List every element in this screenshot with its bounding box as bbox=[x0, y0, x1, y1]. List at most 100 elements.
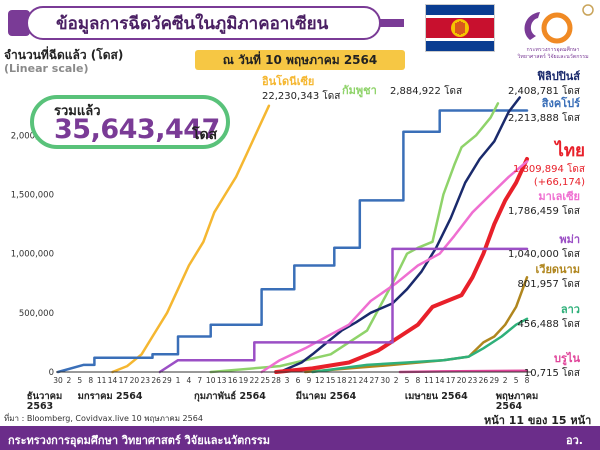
series-line-laos bbox=[311, 317, 529, 374]
x-tick-label: 25 bbox=[260, 376, 270, 385]
series-name-indonesia: อินโดนีเซีย bbox=[262, 74, 315, 88]
x-tick-label: 8 bbox=[88, 376, 93, 385]
total-value: 35,643,447 bbox=[54, 114, 220, 145]
x-tick-label: 30 bbox=[53, 376, 63, 385]
syringe-plunger-icon bbox=[8, 10, 30, 36]
x-tick-label: 14 bbox=[435, 376, 445, 385]
x-tick-label: 26 bbox=[151, 376, 161, 385]
x-tick-label: 19 bbox=[239, 376, 249, 385]
x-tick-label: 28 bbox=[271, 376, 281, 385]
x-tick-label: 15 bbox=[326, 376, 336, 385]
x-tick-label: 14 bbox=[108, 376, 118, 385]
series-name-brunei: บรูไน bbox=[554, 351, 580, 366]
series-name-vietnam: เวียดนาม bbox=[536, 263, 580, 276]
x-tick-label: 6 bbox=[296, 376, 301, 385]
x-tick-label: 17 bbox=[446, 376, 456, 385]
x-tick-label: 17 bbox=[119, 376, 129, 385]
series-line-thailand bbox=[274, 157, 529, 374]
y-axis-label: จำนวนที่ฉีดแล้ว (โดส) bbox=[4, 48, 124, 62]
x-tick-label: 5 bbox=[405, 376, 410, 385]
month-label: พฤษภาคม bbox=[495, 391, 539, 402]
x-tick-label: 24 bbox=[359, 376, 369, 385]
series-value-thailand: 1,809,894 โดส bbox=[513, 162, 585, 175]
x-tick-label: 11 bbox=[424, 376, 434, 385]
x-tick-label: 29 bbox=[490, 376, 500, 385]
series-line-singapore bbox=[56, 109, 529, 374]
month-year-label: 2563 bbox=[26, 401, 54, 412]
month-year-label: 2564 bbox=[495, 401, 523, 412]
x-tick-label: 5 bbox=[77, 376, 82, 385]
series-name-laos: ลาว bbox=[561, 303, 580, 316]
x-tick-label: 2 bbox=[503, 376, 508, 385]
series-value-vietnam: 801,957 โดส bbox=[518, 277, 581, 290]
x-tick-label: 23 bbox=[140, 376, 150, 385]
source-note: ที่มา : Bloomberg, Covidvax.live 10 พฤษภ… bbox=[4, 414, 203, 423]
y-tick-label: 0 bbox=[49, 368, 54, 378]
total-label: รวมแล้ว bbox=[54, 104, 101, 119]
series-name-myanmar: พม่า bbox=[559, 233, 580, 246]
y-tick-label: 1,500,000 bbox=[11, 191, 54, 201]
series-name-singapore: สิงคโปร์ bbox=[541, 96, 580, 110]
x-tick-label: 4 bbox=[186, 376, 191, 385]
logo-caption-2: วิทยาศาสตร์ วิจัยและนวัตกรรม bbox=[517, 53, 588, 60]
x-tick-label: 12 bbox=[315, 376, 325, 385]
x-tick-label: 26 bbox=[479, 376, 489, 385]
series-line-cambodia bbox=[209, 102, 500, 374]
x-tick-label: 22 bbox=[250, 376, 260, 385]
total-summary-box bbox=[30, 95, 230, 149]
month-label: ธันวาคม bbox=[26, 391, 63, 402]
series-name-philippines: ฟิลิปปินส์ bbox=[537, 70, 581, 83]
x-tick-label: 8 bbox=[525, 376, 530, 385]
x-tick-label: 7 bbox=[197, 376, 202, 385]
y-tick-label: 500,000 bbox=[19, 309, 54, 319]
x-tick-label: 11 bbox=[97, 376, 107, 385]
asean-flag-icon bbox=[425, 4, 495, 52]
series-name-thailand: ไทย bbox=[553, 140, 585, 161]
page-title: ข้อมูลการฉีดวัคซีนในภูมิภาคอาเซียน bbox=[56, 14, 329, 34]
x-tick-label: 5 bbox=[514, 376, 519, 385]
series-name-cambodia: กัมพูชา bbox=[342, 84, 377, 98]
month-label: มกราคม 2564 bbox=[77, 391, 143, 402]
series-value-myanmar: 1,040,000 โดส bbox=[508, 247, 580, 260]
series-value-brunei: 10,715 โดส bbox=[524, 366, 580, 379]
x-tick-label: 2 bbox=[67, 376, 72, 385]
page-number: หน้า 11 ของ 15 หน้า bbox=[484, 414, 592, 427]
series-change-thailand: (+66,174) bbox=[534, 177, 585, 188]
series-value-indonesia: 22,230,343 โดส bbox=[262, 89, 340, 102]
series-line-malaysia bbox=[260, 160, 529, 374]
total-unit: โดส bbox=[192, 127, 218, 143]
x-tick-label: 10 bbox=[206, 376, 216, 385]
x-tick-label: 20 bbox=[457, 376, 467, 385]
x-tick-label: 27 bbox=[370, 376, 380, 385]
x-tick-label: 29 bbox=[162, 376, 172, 385]
x-tick-label: 13 bbox=[217, 376, 227, 385]
series-value-philippines: 2,408,781 โดส bbox=[508, 84, 580, 97]
footer-abbr: อว. bbox=[566, 434, 583, 447]
x-tick-label: 18 bbox=[337, 376, 347, 385]
month-label: กุมภาพันธ์ 2564 bbox=[193, 391, 266, 402]
date-badge: ณ วันที่ 10 พฤษภาคม 2564 bbox=[195, 50, 405, 70]
month-label: เมษายน 2564 bbox=[404, 391, 468, 402]
x-tick-label: 20 bbox=[130, 376, 140, 385]
series-line-indonesia bbox=[111, 104, 271, 374]
x-tick-label: 16 bbox=[228, 376, 238, 385]
x-tick-label: 30 bbox=[380, 376, 390, 385]
series-line-myanmar bbox=[158, 247, 529, 374]
x-tick-label: 3 bbox=[285, 376, 290, 385]
y-tick-label: 2,000,000 bbox=[11, 131, 54, 141]
x-tick-label: 21 bbox=[348, 376, 358, 385]
series-value-malaysia: 1,786,459 โดส bbox=[508, 204, 580, 217]
footer-ministry: กระทรวงการอุดมศึกษา วิทยาศาสตร์ วิจัยและ… bbox=[8, 434, 271, 447]
series-name-malaysia: มาเลเซีย bbox=[538, 190, 580, 203]
series-line-vietnam bbox=[303, 276, 529, 374]
syringe-needle-icon bbox=[380, 19, 404, 27]
series-line-philippines bbox=[278, 96, 521, 374]
series-value-cambodia: 2,884,922 โดส bbox=[390, 84, 462, 97]
x-tick-label: 23 bbox=[468, 376, 478, 385]
x-tick-label: 9 bbox=[306, 376, 311, 385]
ministry-logo: กระทรวงการอุดมศึกษา วิทยาศาสตร์ วิจัยและ… bbox=[510, 2, 596, 64]
footer-bar bbox=[0, 426, 600, 450]
month-label: มีนาคม 2564 bbox=[295, 391, 357, 402]
x-tick-label: 2 bbox=[394, 376, 399, 385]
x-tick-label: 1 bbox=[176, 376, 181, 385]
